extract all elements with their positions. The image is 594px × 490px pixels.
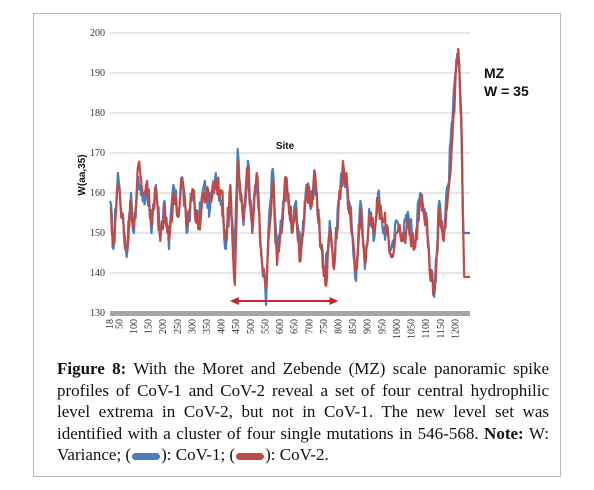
y-axis-title: W(aa,35)	[77, 154, 88, 195]
x-tick-label: 800	[334, 319, 345, 334]
y-tick-label: 130	[90, 308, 105, 319]
arrow-head-left	[229, 297, 239, 305]
y-tick-label: 190	[90, 68, 105, 79]
x-tick-label: 18	[105, 319, 116, 329]
x-tick-label: 1200	[450, 319, 461, 339]
x-tick-label: 950	[377, 319, 388, 334]
x-tick-label: 300	[187, 319, 198, 334]
y-axis: 130 140 150 160 170 180 190 200	[90, 28, 105, 319]
x-axis-title: Site	[276, 141, 295, 152]
x-tick-label: 150	[144, 319, 155, 334]
y-tick-label: 150	[90, 228, 105, 239]
y-tick-label: 200	[90, 28, 105, 39]
legend-cov2-text: ): CoV-2.	[265, 445, 329, 464]
x-tick-label: 850	[348, 319, 359, 334]
note-label: Note:	[484, 423, 524, 443]
x-tick-label: 450	[231, 319, 242, 334]
figure-caption: Figure 8: With the Moret and Zebende (MZ…	[57, 358, 549, 466]
x-tick-label: 1000	[392, 319, 403, 339]
figure-label: Figure 8:	[57, 359, 127, 378]
x-tick-label: 250	[173, 319, 184, 334]
caption-text: With the Moret and Zebende (MZ) scale pa…	[57, 359, 549, 443]
x-tick-label: 650	[290, 319, 301, 334]
x-tick-label: 1150	[436, 319, 447, 339]
x-tick-label: 400	[217, 319, 228, 334]
highlight-arrow	[229, 297, 339, 305]
x-tick-label: 900	[363, 319, 374, 334]
x-axis	[110, 311, 470, 316]
legend-cov1-text: ): CoV-1; (	[161, 445, 236, 464]
x-tick-label: 1050	[407, 319, 418, 339]
x-tick-label: 500	[246, 319, 257, 334]
annotation-line-1: MZ	[484, 65, 505, 81]
annotation-line-2: W = 35	[484, 83, 529, 99]
x-tick-label: 600	[275, 319, 286, 334]
x-tick-label: 350	[202, 319, 213, 334]
y-tick-label: 140	[90, 268, 105, 279]
series-cov2-line	[109, 47, 471, 296]
series-cov1-line	[108, 52, 471, 307]
grid	[110, 32, 470, 314]
series-layer	[108, 47, 471, 307]
x-axis-bar	[110, 311, 470, 316]
cov1-legend-swatch	[132, 452, 161, 460]
x-tick-label: 750	[319, 319, 330, 334]
y-tick-label: 180	[90, 108, 105, 119]
x-tick-label: 200	[158, 319, 169, 334]
y-tick-label: 160	[90, 188, 105, 199]
x-tick-label: 550	[260, 319, 271, 334]
y-tick-label: 170	[90, 148, 105, 159]
x-tick-label: 700	[304, 319, 315, 334]
x-tick-label: 1100	[421, 319, 432, 339]
x-tick-label: 100	[129, 319, 140, 334]
x-tick-label: 50	[114, 319, 125, 329]
cov2-legend-swatch	[236, 452, 265, 460]
note-text: W: Variance; (	[57, 423, 549, 465]
figure-frame	[33, 13, 561, 477]
arrow-head-right	[329, 297, 339, 305]
